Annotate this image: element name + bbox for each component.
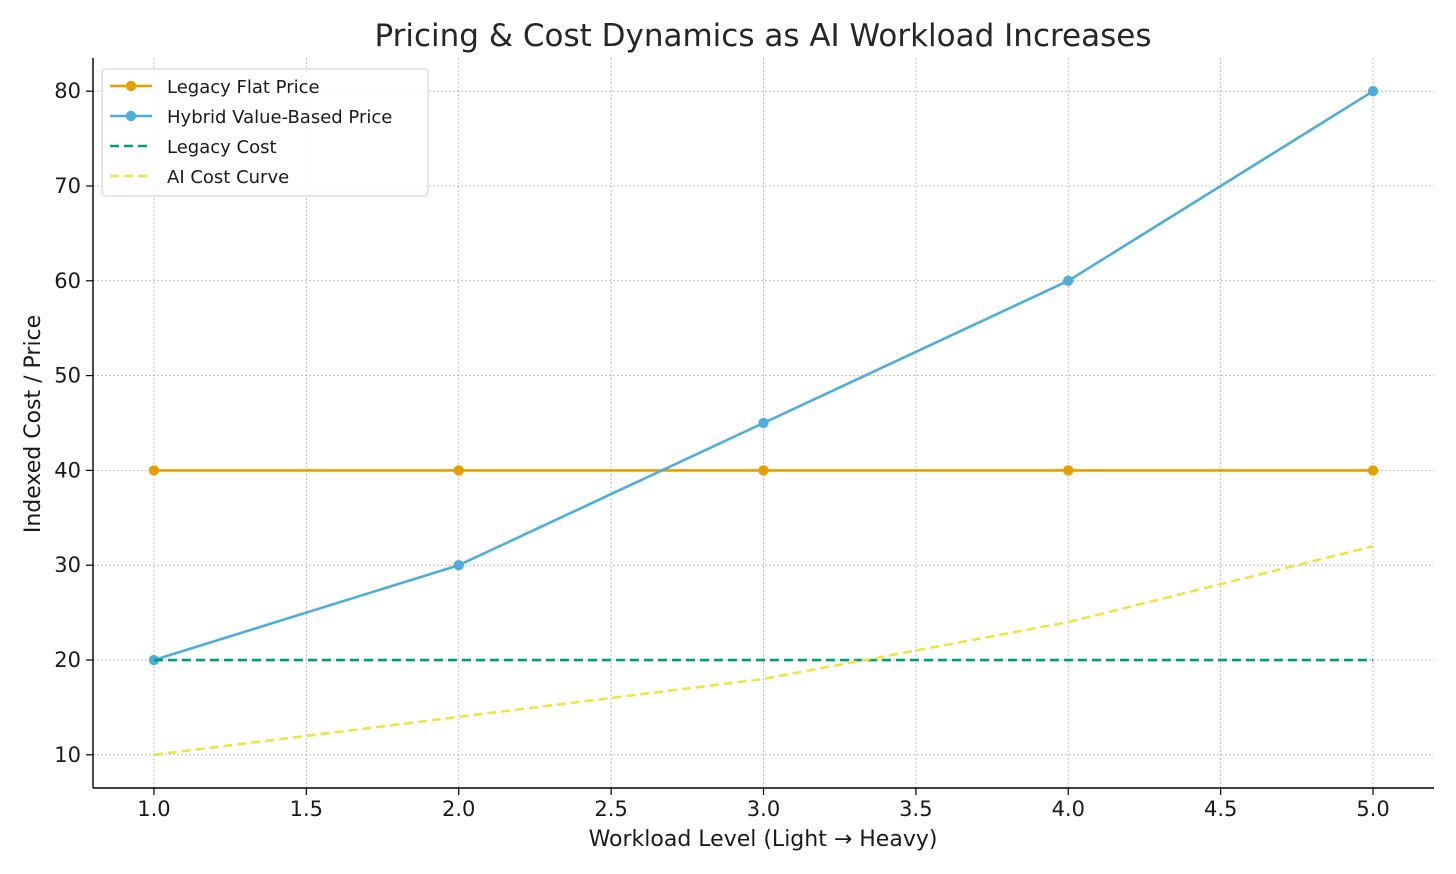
data-point-legacy-flat-price bbox=[453, 465, 464, 476]
y-tick-label: 50 bbox=[54, 364, 81, 388]
x-tick-label: 5.0 bbox=[1356, 797, 1389, 821]
x-ticks: 1.0 1.5 2.0 2.5 3.0 3.5 4.0 4.5 5.0 bbox=[137, 788, 1390, 821]
x-tick-label: 3.0 bbox=[747, 797, 780, 821]
legend-label-legacy-flat-price: Legacy Flat Price bbox=[167, 77, 320, 98]
y-tick-label: 20 bbox=[54, 648, 81, 672]
y-tick-label: 70 bbox=[54, 174, 81, 198]
data-point-hybrid-value-based-price bbox=[1367, 85, 1379, 97]
legend: Legacy Flat Price Hybrid Value-Based Pric… bbox=[101, 68, 429, 197]
legend-frame bbox=[101, 68, 429, 197]
x-tick-label: 3.5 bbox=[899, 797, 932, 821]
x-tick-label: 4.5 bbox=[1204, 797, 1237, 821]
legend-label-hybrid-value-based-price: Hybrid Value-Based Price bbox=[167, 107, 392, 128]
chart-title: Pricing & Cost Dynamics as AI Workload I… bbox=[374, 18, 1151, 54]
data-point-hybrid-value-based-price bbox=[758, 417, 769, 429]
legend-marker-legacy-flat-price bbox=[125, 80, 137, 92]
data-point-hybrid-value-based-price bbox=[453, 560, 464, 571]
legend-marker-hybrid-value-based-price bbox=[125, 110, 137, 122]
x-axis-label: Workload Level (Light → Heavy) bbox=[589, 827, 938, 852]
x-tick-label: 2.0 bbox=[442, 797, 475, 821]
legend-label-legacy-cost: Legacy Cost bbox=[167, 137, 277, 158]
y-tick-label: 80 bbox=[54, 79, 81, 103]
y-axis-label: Indexed Cost / Price bbox=[21, 315, 46, 533]
data-point-legacy-flat-price bbox=[1063, 465, 1074, 476]
x-tick-label: 2.5 bbox=[594, 797, 627, 821]
series-line-ai-cost-curve bbox=[153, 544, 1374, 757]
legend-label-ai-cost-curve: AI Cost Curve bbox=[167, 167, 289, 188]
y-tick-label: 30 bbox=[54, 553, 81, 577]
data-point-legacy-flat-price bbox=[148, 465, 160, 476]
data-point-hybrid-value-based-price bbox=[1063, 275, 1074, 286]
y-tick-label: 40 bbox=[54, 458, 81, 482]
x-tick-label: 4.0 bbox=[1052, 797, 1085, 821]
y-ticks: 10 20 30 40 50 60 70 80 bbox=[54, 79, 93, 767]
x-tick-label: 1.0 bbox=[137, 797, 170, 821]
series-layer bbox=[148, 85, 1379, 757]
data-point-legacy-flat-price bbox=[1367, 465, 1379, 476]
y-tick-label: 10 bbox=[54, 743, 81, 767]
y-tick-label: 60 bbox=[54, 269, 81, 293]
x-tick-label: 1.5 bbox=[290, 797, 323, 821]
data-point-legacy-flat-price bbox=[758, 465, 769, 476]
